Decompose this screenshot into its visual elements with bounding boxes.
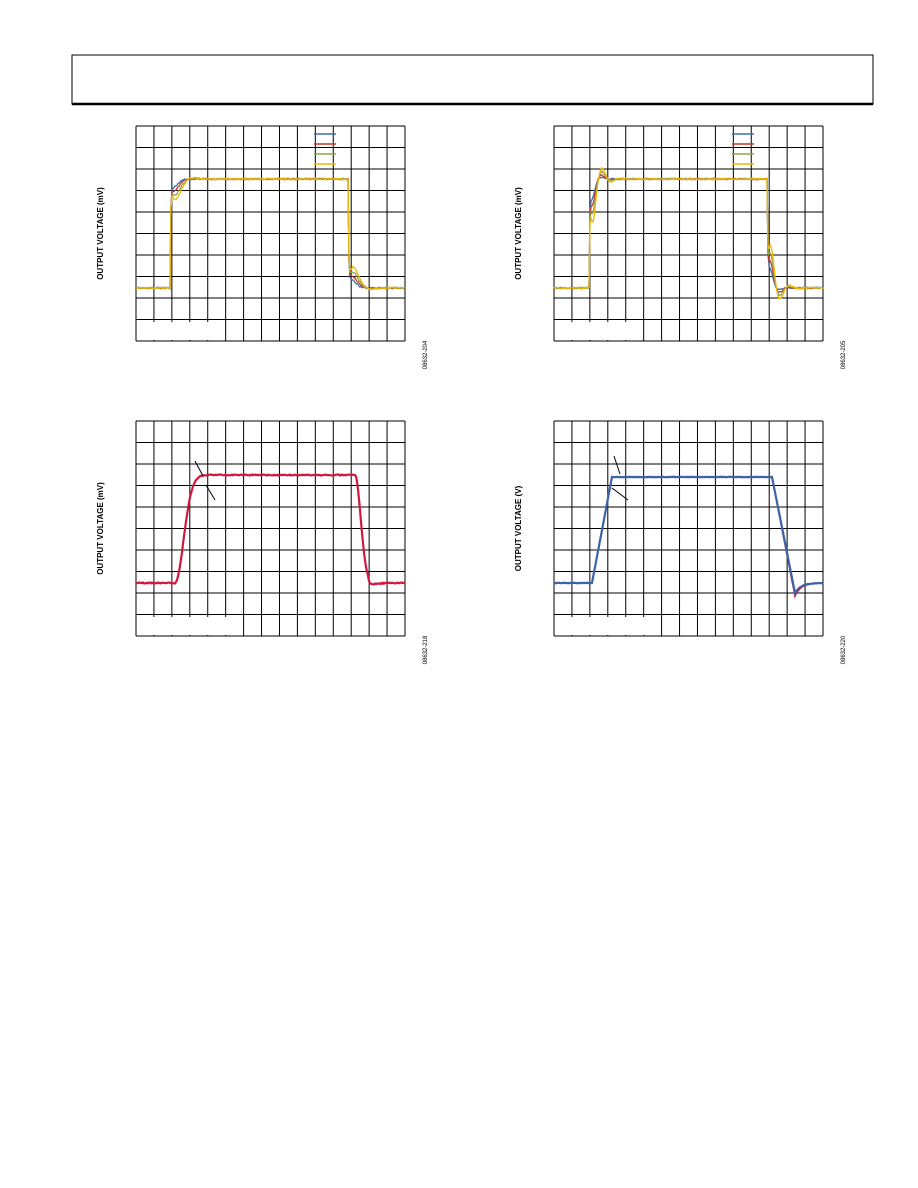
y-axis-label: OUTPUT VOLTAGE (V) <box>514 485 523 571</box>
trace <box>554 477 823 593</box>
label-area <box>137 617 239 635</box>
plot <box>554 126 823 341</box>
figure-id: 08632-218 <box>423 635 429 664</box>
y-axis-label: OUTPUT VOLTAGE (mV) <box>96 187 105 280</box>
trace <box>136 475 405 585</box>
arrow <box>614 456 620 474</box>
y-axis-label: OUTPUT VOLTAGE (mV) <box>514 187 523 280</box>
figure-id: 08632-220 <box>841 635 847 664</box>
label-area <box>555 617 657 635</box>
label-area <box>555 322 643 340</box>
trace <box>554 477 823 597</box>
plot <box>136 126 405 341</box>
figure-id: 08632-204 <box>423 340 429 369</box>
label-area <box>137 322 225 340</box>
y-axis-label: OUTPUT VOLTAGE (mV) <box>96 482 105 575</box>
figure-id: 08632-205 <box>841 340 847 369</box>
header-box <box>72 55 873 104</box>
arrow <box>195 461 203 476</box>
legend-bg <box>730 129 820 169</box>
plot <box>136 421 405 636</box>
legend-bg <box>312 129 402 169</box>
